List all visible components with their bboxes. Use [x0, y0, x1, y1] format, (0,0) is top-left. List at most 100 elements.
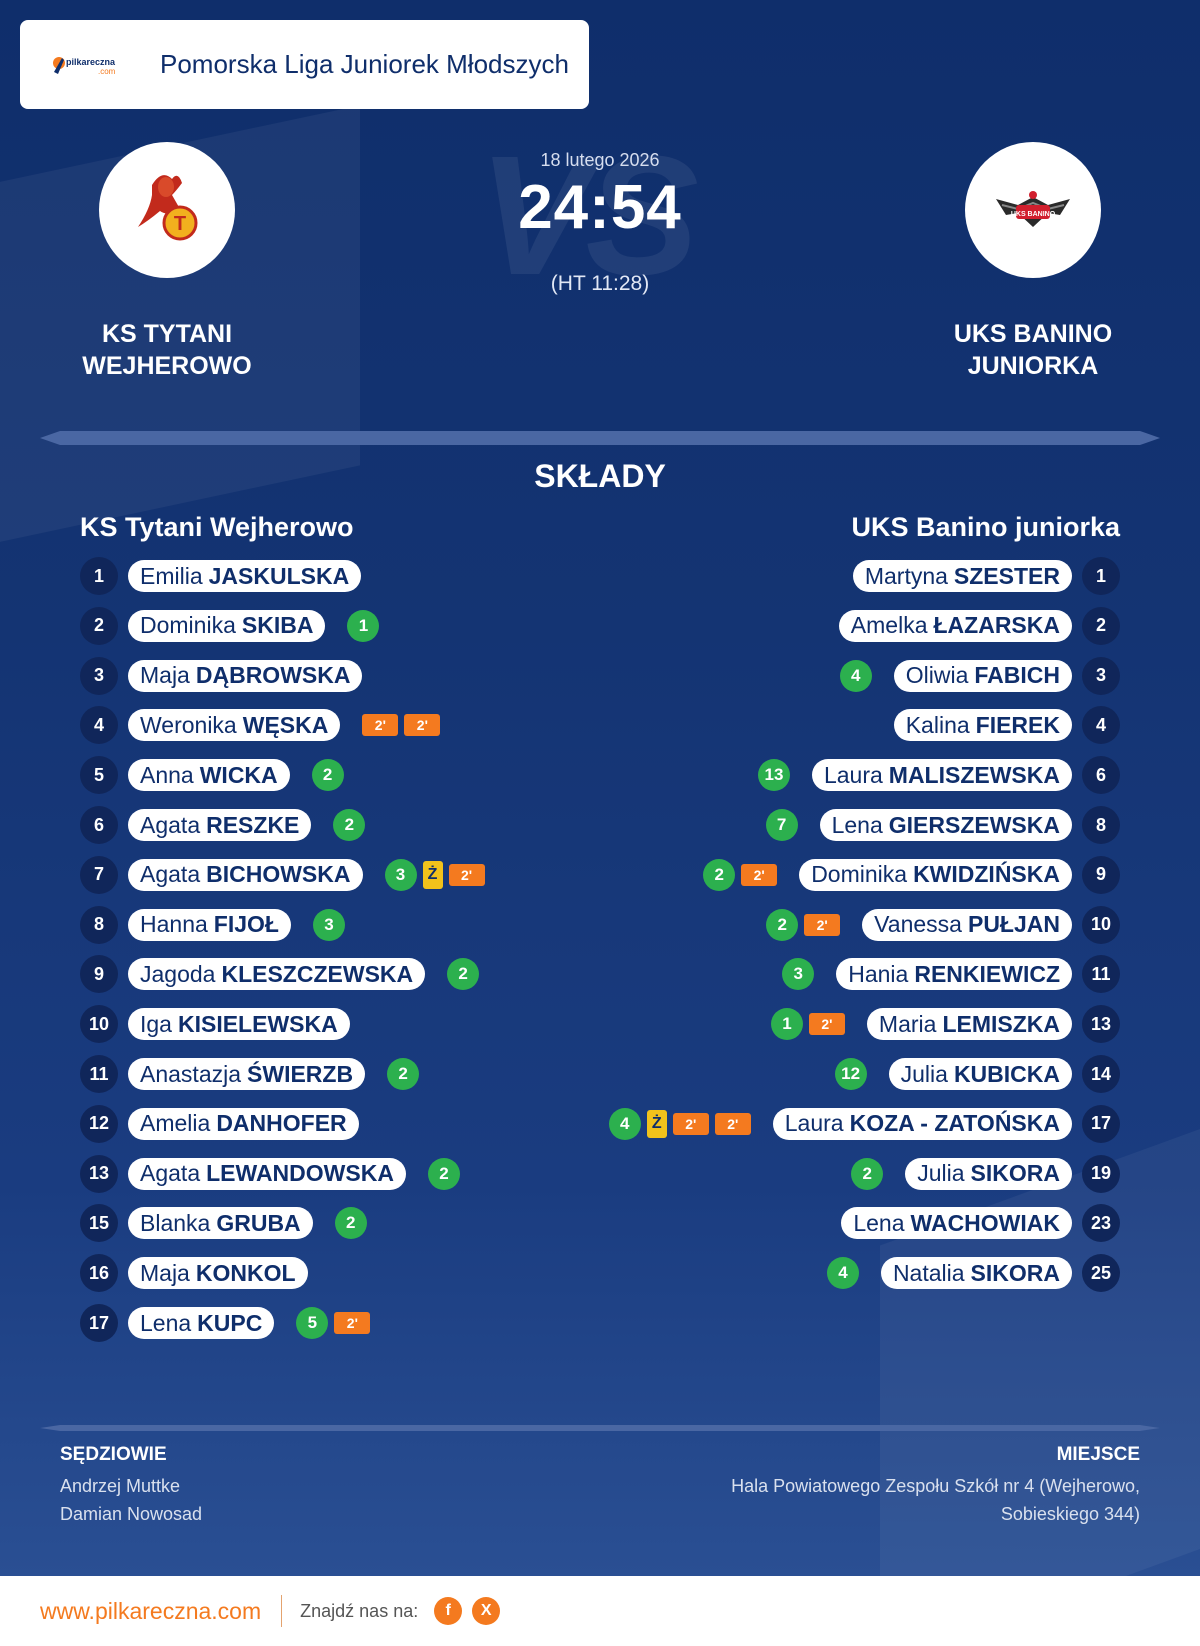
away-team-logo[interactable]: UKS BANINO: [965, 142, 1101, 278]
player-row[interactable]: 2 2' Vanessa PUŁJAN 10: [766, 905, 1120, 944]
player-row[interactable]: 4 Oliwia FABICH 3: [839, 656, 1120, 695]
player-events: 1: [347, 609, 380, 642]
player-name[interactable]: Amelka ŁAZARSKA: [838, 609, 1072, 642]
player-row[interactable]: 11 Anastazja ŚWIERZB 2: [80, 1055, 420, 1093]
away-team-name-line1: UKS BANINO: [953, 320, 1113, 348]
home-team-name[interactable]: KS TYTANI WEJHEROWO: [17, 318, 317, 382]
player-row[interactable]: 15 Blanka GRUBA 2: [80, 1204, 367, 1243]
shirt-number: 12: [80, 1104, 118, 1143]
player-first-name: Emilia: [140, 562, 203, 589]
player-name[interactable]: Dominika KWIDZIŃSKA: [799, 858, 1072, 891]
player-name[interactable]: Amelia DANHOFER: [128, 1107, 359, 1140]
player-events: 4 Ż 2' 2': [608, 1107, 751, 1140]
shirt-number: 10: [1082, 905, 1120, 944]
shirt-number: 6: [80, 806, 118, 844]
goals-badge: 2: [851, 1157, 884, 1190]
player-row[interactable]: 13 Laura MALISZEWSKA 6: [757, 756, 1120, 795]
player-name[interactable]: Jagoda KLESZCZEWSKA: [128, 958, 426, 991]
player-row[interactable]: 4 Natalia SIKORA 25: [826, 1254, 1120, 1293]
player-name[interactable]: Oliwia FABICH: [893, 659, 1072, 692]
player-first-name: Amelka: [850, 612, 928, 639]
player-row[interactable]: 1 2' Maria LEMISZKA 13: [770, 1005, 1120, 1044]
player-name[interactable]: Lena WACHOWIAK: [841, 1207, 1072, 1240]
player-name[interactable]: Lena GIERSZEWSKA: [819, 809, 1072, 841]
player-row[interactable]: 8 Hanna FIJOŁ 3: [80, 905, 345, 944]
player-name[interactable]: Vanessa PUŁJAN: [862, 908, 1072, 941]
player-name[interactable]: Hania RENKIEWICZ: [836, 958, 1072, 991]
player-name[interactable]: Martyna SZESTER: [852, 560, 1072, 592]
player-row[interactable]: 4 Ż 2' 2' Laura KOZA - ZATOŃSKA 17: [608, 1104, 1120, 1143]
player-name[interactable]: Kalina FIEREK: [893, 709, 1072, 742]
goals-badge: 7: [765, 809, 798, 841]
player-row[interactable]: 2 2' Dominika KWIDZIŃSKA 9: [703, 855, 1120, 894]
match-score: 24:54: [518, 173, 682, 242]
player-row[interactable]: 12 Julia KUBICKA 14: [834, 1055, 1120, 1093]
player-events: 3 Ż 2': [384, 858, 485, 891]
player-row[interactable]: 2 Julia SIKORA 19: [851, 1154, 1120, 1193]
player-row[interactable]: 1 Emilia JASKULSKA: [80, 557, 383, 595]
goals-badge: 13: [757, 759, 790, 792]
shirt-number: 3: [1082, 656, 1120, 695]
player-row[interactable]: 4 Weronika WĘSKA 2' 2': [80, 706, 441, 745]
facebook-icon[interactable]: f: [434, 1597, 463, 1625]
player-name[interactable]: Agata BICHOWSKA: [128, 858, 363, 891]
home-team-logo[interactable]: T: [99, 142, 235, 278]
yellow-card-badge: Ż: [422, 860, 443, 889]
player-name[interactable]: Julia KUBICKA: [888, 1058, 1072, 1090]
player-row[interactable]: 3 Maja DĄBROWSKA: [80, 656, 384, 695]
player-name[interactable]: Hanna FIJOŁ: [128, 908, 291, 941]
goals-badge: 12: [834, 1058, 867, 1090]
player-row[interactable]: 12 Amelia DANHOFER: [80, 1104, 381, 1143]
player-name[interactable]: Natalia SIKORA: [880, 1257, 1072, 1290]
player-name[interactable]: Iga KISIELEWSKA: [128, 1008, 350, 1041]
player-name[interactable]: Anastazja ŚWIERZB: [128, 1058, 366, 1090]
player-row[interactable]: Martyna SZESTER 1: [831, 557, 1120, 595]
player-last-name: WACHOWIAK: [910, 1209, 1060, 1236]
player-row[interactable]: 7 Agata BICHOWSKA 3 Ż 2': [80, 855, 485, 894]
goals-badge: 2: [334, 1207, 367, 1240]
player-name[interactable]: Blanka GRUBA: [128, 1207, 313, 1240]
player-name[interactable]: Agata LEWANDOWSKA: [128, 1157, 406, 1190]
player-row[interactable]: Amelka ŁAZARSKA 2: [817, 606, 1120, 645]
venue-label: MIEJSCE: [1056, 1444, 1140, 1465]
player-row[interactable]: 9 Jagoda KLESZCZEWSKA 2: [80, 955, 480, 994]
player-name[interactable]: Maja KONKOL: [128, 1257, 308, 1290]
player-events: 2 2': [703, 858, 778, 891]
find-us-label: Znajdź nas na:: [300, 1600, 419, 1621]
svg-text:T: T: [174, 213, 186, 235]
player-row[interactable]: Lena WACHOWIAK 23: [819, 1204, 1120, 1243]
player-row[interactable]: 10 Iga KISIELEWSKA: [80, 1005, 372, 1044]
player-row[interactable]: 7 Lena GIERSZEWSKA 8: [765, 806, 1120, 844]
player-row[interactable]: 16 Maja KONKOL: [80, 1254, 330, 1293]
player-name[interactable]: Weronika WĘSKA: [128, 709, 341, 742]
player-name[interactable]: Lena KUPC: [128, 1307, 275, 1339]
player-last-name: KOZA - ZATOŃSKA: [849, 1110, 1060, 1137]
player-name[interactable]: Dominika SKIBA: [128, 609, 326, 642]
x-icon[interactable]: X: [472, 1597, 501, 1625]
away-team-name[interactable]: UKS BANINO JUNIORKA: [883, 318, 1183, 382]
player-row[interactable]: 6 Agata RESZKE 2: [80, 806, 366, 844]
website-link[interactable]: www.pilkareczna.com: [40, 1597, 262, 1624]
player-name[interactable]: Maria LEMISZKA: [866, 1008, 1072, 1041]
player-events: 3: [782, 958, 815, 991]
player-row[interactable]: 2 Dominika SKIBA 1: [80, 606, 380, 645]
player-name[interactable]: Anna WICKA: [128, 759, 290, 792]
player-row[interactable]: Kalina FIEREK 4: [872, 706, 1120, 745]
shirt-number: 19: [1082, 1154, 1120, 1193]
player-name[interactable]: Julia SIKORA: [905, 1157, 1072, 1190]
goals-badge: 1: [347, 609, 380, 642]
player-row[interactable]: 13 Agata LEWANDOWSKA 2: [80, 1154, 460, 1193]
player-events: 2: [311, 759, 344, 792]
player-name[interactable]: Laura KOZA - ZATOŃSKA: [772, 1107, 1072, 1140]
player-name[interactable]: Maja DĄBROWSKA: [128, 659, 363, 692]
player-row[interactable]: 3 Hania RENKIEWICZ 11: [782, 955, 1120, 994]
player-row[interactable]: 17 Lena KUPC 5 2': [80, 1304, 371, 1342]
player-name[interactable]: Laura MALISZEWSKA: [811, 759, 1072, 792]
shirt-number: 11: [80, 1055, 118, 1093]
shirt-number: 8: [80, 905, 118, 944]
player-row[interactable]: 5 Anna WICKA 2: [80, 756, 344, 795]
suspension-badge: 2': [741, 863, 778, 886]
player-name[interactable]: Agata RESZKE: [128, 809, 312, 841]
league-logo-text: pilkareczna: [66, 57, 116, 67]
player-name[interactable]: Emilia JASKULSKA: [128, 560, 362, 592]
